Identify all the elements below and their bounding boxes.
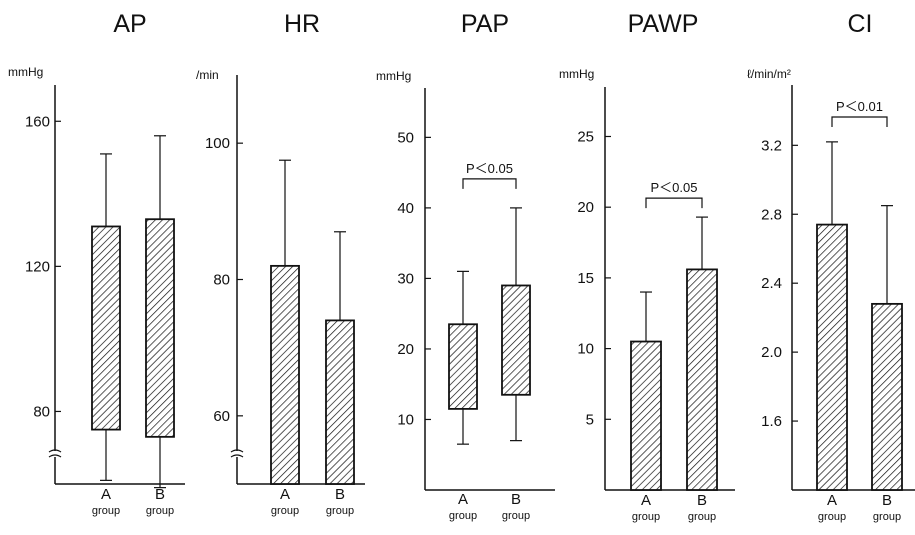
bar-group-a: [448, 323, 478, 410]
bar-group-a: [270, 264, 300, 485]
chart-title: HR: [284, 10, 320, 38]
chart-title: AP: [113, 10, 146, 38]
chart-title: CI: [848, 10, 873, 38]
y-tick-label: 15: [577, 270, 594, 287]
chart-title: PAP: [461, 10, 509, 38]
y-tick-label: 5: [586, 411, 594, 428]
x-category-sublabel: group: [326, 505, 354, 517]
y-tick-label: 60: [213, 408, 230, 425]
y-tick-label: 20: [397, 341, 414, 358]
significance-bracket: [831, 116, 888, 127]
y-tick-label: 25: [577, 128, 594, 145]
x-category-label: A: [101, 486, 111, 503]
y-tick-label: 100: [205, 135, 230, 152]
x-category-label: A: [641, 492, 651, 509]
y-tick-label: 50: [397, 129, 414, 146]
y-tick-label: 3.2: [761, 137, 782, 154]
y-tick-label: 10: [577, 341, 594, 358]
x-category-sublabel: group: [146, 505, 174, 517]
x-category-sublabel: group: [502, 510, 530, 522]
x-category-sublabel: group: [271, 505, 299, 517]
x-category-label: B: [155, 486, 165, 503]
x-category-sublabel: group: [449, 510, 477, 522]
y-tick-label: 160: [25, 113, 50, 130]
x-category-sublabel: group: [92, 505, 120, 517]
y-tick-label: 20: [577, 199, 594, 216]
y-tick-label: 30: [397, 270, 414, 287]
x-category-label: B: [697, 492, 707, 509]
axis-break-gap: [233, 451, 241, 457]
bar-group-b: [501, 284, 531, 396]
axis-break-gap: [51, 451, 59, 457]
x-category-sublabel: group: [632, 511, 660, 523]
x-category-sublabel: group: [818, 511, 846, 523]
x-category-label: A: [827, 492, 837, 509]
x-category-label: A: [458, 491, 468, 508]
x-category-sublabel: group: [873, 511, 901, 523]
x-category-label: B: [335, 486, 345, 503]
axis-break-mark: [48, 449, 62, 453]
significance-label: P＜0.01: [836, 99, 883, 114]
chart-title: PAWP: [628, 10, 699, 38]
y-tick-label: 80: [33, 403, 50, 420]
x-category-label: B: [511, 491, 521, 508]
y-tick-label: 1.6: [761, 413, 782, 430]
x-category-label: B: [882, 492, 892, 509]
axis-break-mark: [230, 449, 244, 453]
y-axis-unit: mmHg: [376, 69, 411, 83]
y-tick-label: 2.0: [761, 344, 782, 361]
y-axis-unit: /min: [196, 68, 219, 82]
y-tick-label: 120: [25, 258, 50, 275]
axis-break-mark: [48, 454, 62, 458]
bar-group-b: [145, 218, 175, 438]
bar-group-a: [630, 340, 662, 491]
y-tick-label: 2.8: [761, 206, 782, 223]
bar-group-a: [816, 223, 848, 491]
significance-label: P＜0.05: [466, 161, 513, 176]
y-tick-label: 40: [397, 200, 414, 217]
significance-bracket: [645, 197, 703, 209]
bar-group-b: [325, 319, 355, 485]
significance-label: P＜0.05: [651, 180, 698, 195]
y-tick-label: 2.4: [761, 275, 782, 292]
y-axis-unit: mmHg: [559, 67, 594, 81]
bar-group-b: [686, 268, 718, 491]
bar-group-b: [871, 302, 903, 491]
x-category-sublabel: group: [688, 511, 716, 523]
axis-break-mark: [230, 454, 244, 458]
y-axis-unit: mmHg: [8, 65, 43, 79]
bar-group-a: [91, 225, 121, 431]
y-tick-label: 10: [397, 411, 414, 428]
y-axis-unit: ℓ/min/m²: [747, 67, 791, 81]
y-tick-label: 80: [213, 272, 230, 289]
x-category-label: A: [280, 486, 290, 503]
significance-bracket: [462, 178, 517, 189]
